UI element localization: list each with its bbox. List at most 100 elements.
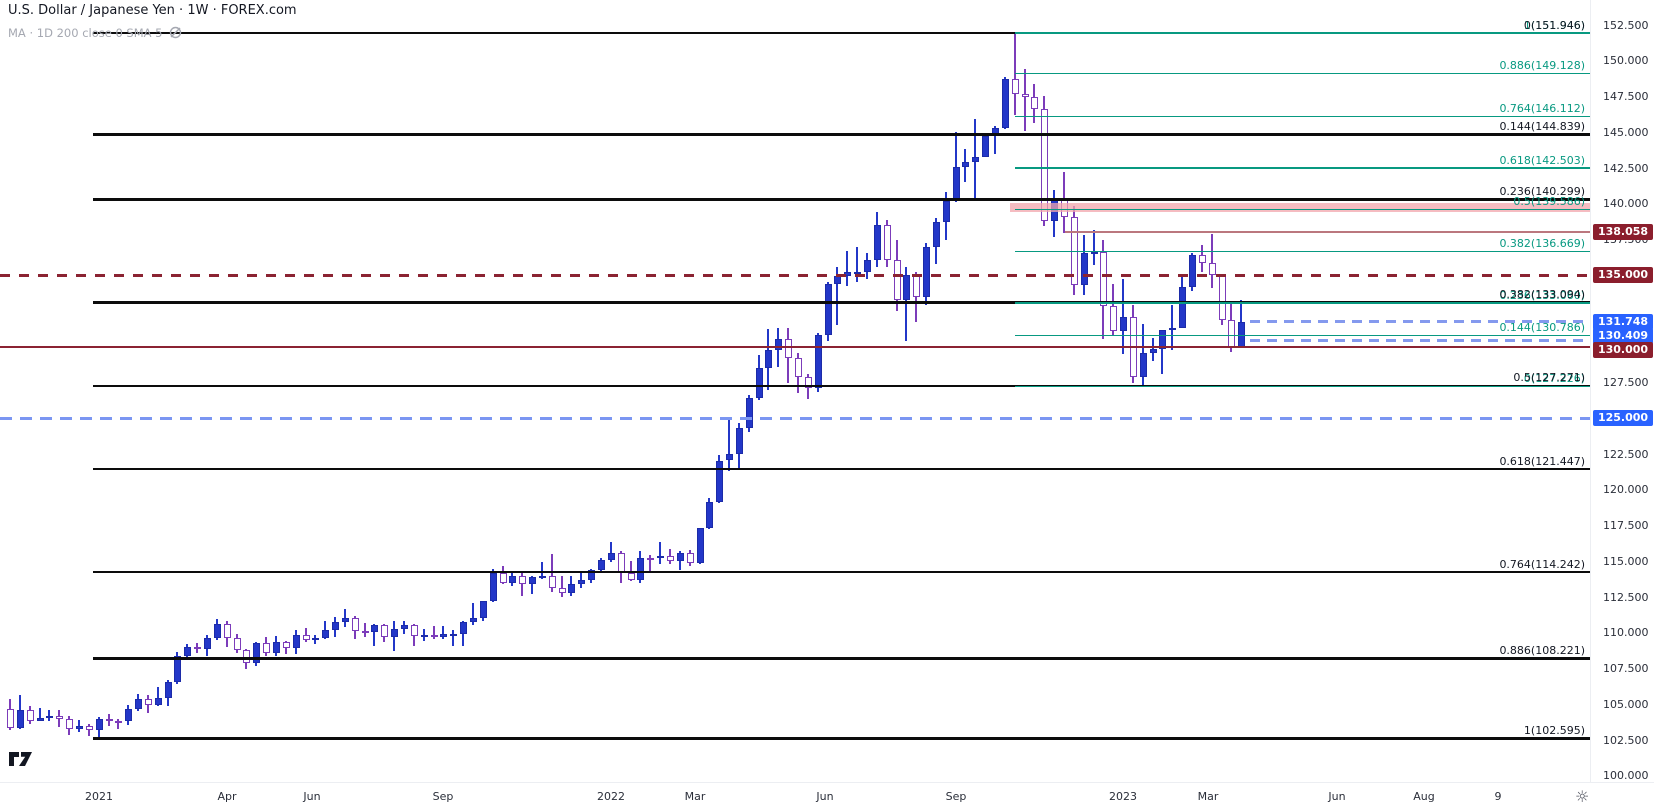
candle-wick <box>905 267 908 342</box>
candle-wick <box>1023 68 1026 131</box>
fib-teal-label-0: 0(127.226) <box>1523 371 1585 385</box>
fib-black-line-0.5[interactable] <box>93 384 1590 388</box>
fib-teal-line-1[interactable] <box>1015 32 1590 34</box>
candle-body <box>440 633 448 638</box>
candle-body <box>272 642 280 653</box>
fib-teal-line-0.382[interactable] <box>1015 250 1590 253</box>
time-axis[interactable]: ☼ 2021 Apr Jun Sep 2022 Mar Jun Sep 2023 Mar Jun Au… <box>0 782 1654 810</box>
candle-body <box>499 572 507 583</box>
price-chart[interactable]: 1(151.946) 0.886(149.128) 0.764(146.112) 0.… <box>0 0 1590 782</box>
candle-body <box>174 656 182 683</box>
candle-body <box>302 634 310 640</box>
candle-body <box>263 642 271 653</box>
fib-black-line-0.144[interactable] <box>93 133 1590 136</box>
fib-black-line-1[interactable] <box>93 737 1590 740</box>
candle-body <box>607 553 615 560</box>
candle-wick <box>1171 305 1174 350</box>
fib-teal-line-0.764[interactable] <box>1015 115 1590 118</box>
time-label-Apr: Apr <box>217 790 237 803</box>
fib-black-line-0.886[interactable] <box>93 657 1590 660</box>
axis-settings-gear-icon[interactable]: ☼ <box>1575 787 1590 806</box>
candle-body <box>332 622 340 630</box>
fib-black-line-0.382[interactable] <box>93 301 1590 304</box>
alert-130.409[interactable] <box>1250 339 1590 343</box>
candle-body <box>253 642 261 663</box>
candle-body <box>381 624 389 638</box>
candle-body <box>588 569 596 580</box>
fib-teal-line-0.886[interactable] <box>1015 72 1590 75</box>
alert-131.748[interactable] <box>1250 320 1590 324</box>
indicator-label: MA · 1D 200 close 0 SMA 5 <box>8 25 163 40</box>
price-tick-122.500: 122.500 <box>1603 447 1649 461</box>
fib-teal-line-0.5[interactable] <box>1015 208 1590 211</box>
tradingview-logo[interactable] <box>8 750 34 772</box>
candle-body <box>213 624 221 638</box>
time-label-Jun: Jun <box>1328 790 1346 803</box>
fib-teal-line-0[interactable] <box>1015 385 1590 388</box>
supply-zone[interactable] <box>1010 203 1590 213</box>
time-label-Sep: Sep <box>432 790 454 803</box>
price-tick-147.500: 147.500 <box>1603 90 1649 104</box>
candle-body <box>863 259 871 273</box>
level-130.000[interactable] <box>0 345 1590 349</box>
candle-body <box>883 224 891 260</box>
price-badge-125.000[interactable]: 125.000 <box>1593 410 1653 427</box>
fib-black-line-0.236[interactable] <box>93 198 1590 201</box>
fib-teal-line-0.236[interactable] <box>1015 302 1590 304</box>
candle-body <box>932 221 940 248</box>
candle-body <box>154 697 162 706</box>
candle-body <box>972 156 980 163</box>
candle-body <box>982 135 990 157</box>
candle-wick <box>994 125 996 154</box>
alert-125.000[interactable] <box>0 416 1590 420</box>
candle-body <box>95 719 103 731</box>
candle-body <box>391 629 399 638</box>
price-badge-130.409[interactable]: 130.409 <box>1593 327 1653 344</box>
fib-teal-line-0.618[interactable] <box>1015 167 1590 169</box>
fib-black-label-0: 0(151.946) <box>1523 18 1585 32</box>
price-axis[interactable]: 152.500 150.000 147.500 145.000 142.500 140.0… <box>1590 0 1654 782</box>
time-label-Jun: Jun <box>816 790 834 803</box>
fib-black-line-0[interactable] <box>93 31 1590 35</box>
candle-body <box>666 555 674 561</box>
price-badge-138.058[interactable]: 138.058 <box>1593 223 1653 240</box>
fib-black-line-0.764[interactable] <box>93 570 1590 574</box>
time-label-2023: 2023 <box>1109 790 1137 803</box>
level-138.058[interactable] <box>1065 230 1590 233</box>
candle-wick <box>1013 33 1016 116</box>
fib-black-label-0.764: 0.764(114.242) <box>1499 557 1585 571</box>
candle-wick <box>156 687 159 706</box>
candle-body <box>568 584 576 593</box>
candle-body <box>716 460 724 502</box>
level-135.000[interactable] <box>0 273 1590 277</box>
candle-body <box>7 709 14 728</box>
candle-body <box>834 276 842 284</box>
fib-teal-label-1: 1(151.946) <box>1523 18 1585 32</box>
candle-body <box>1218 275 1226 321</box>
time-label-2022: 2022 <box>597 790 625 803</box>
candle-body <box>292 634 300 648</box>
hidden-indicator-eye-off-icon[interactable] <box>168 25 183 40</box>
candle-wick <box>1122 278 1125 354</box>
candle-body <box>85 725 93 731</box>
candle-body <box>144 698 152 706</box>
price-badge-131.748[interactable]: 131.748 <box>1593 313 1653 330</box>
candle-body <box>804 376 812 389</box>
candle-wick <box>1161 329 1164 374</box>
candle-body <box>814 334 822 389</box>
fib-teal-line-0.144[interactable] <box>1015 334 1590 337</box>
candle-body <box>479 601 487 618</box>
candle-body <box>529 577 537 585</box>
candle-wick <box>442 626 445 639</box>
candle-body <box>401 624 408 630</box>
candle-body <box>115 720 123 723</box>
candle-body <box>282 642 290 648</box>
fib-black-line-0.618[interactable] <box>93 467 1590 471</box>
fib-teal-label-0.144: 0.144(130.786) <box>1499 321 1585 335</box>
price-badge-135.000[interactable]: 135.000 <box>1593 267 1653 284</box>
candle-wick <box>531 575 534 595</box>
candle-body <box>1011 78 1019 95</box>
candle-body <box>617 553 625 573</box>
price-badge-130.000[interactable]: 130.000 <box>1593 341 1653 358</box>
time-label-Jun: Jun <box>303 790 321 803</box>
